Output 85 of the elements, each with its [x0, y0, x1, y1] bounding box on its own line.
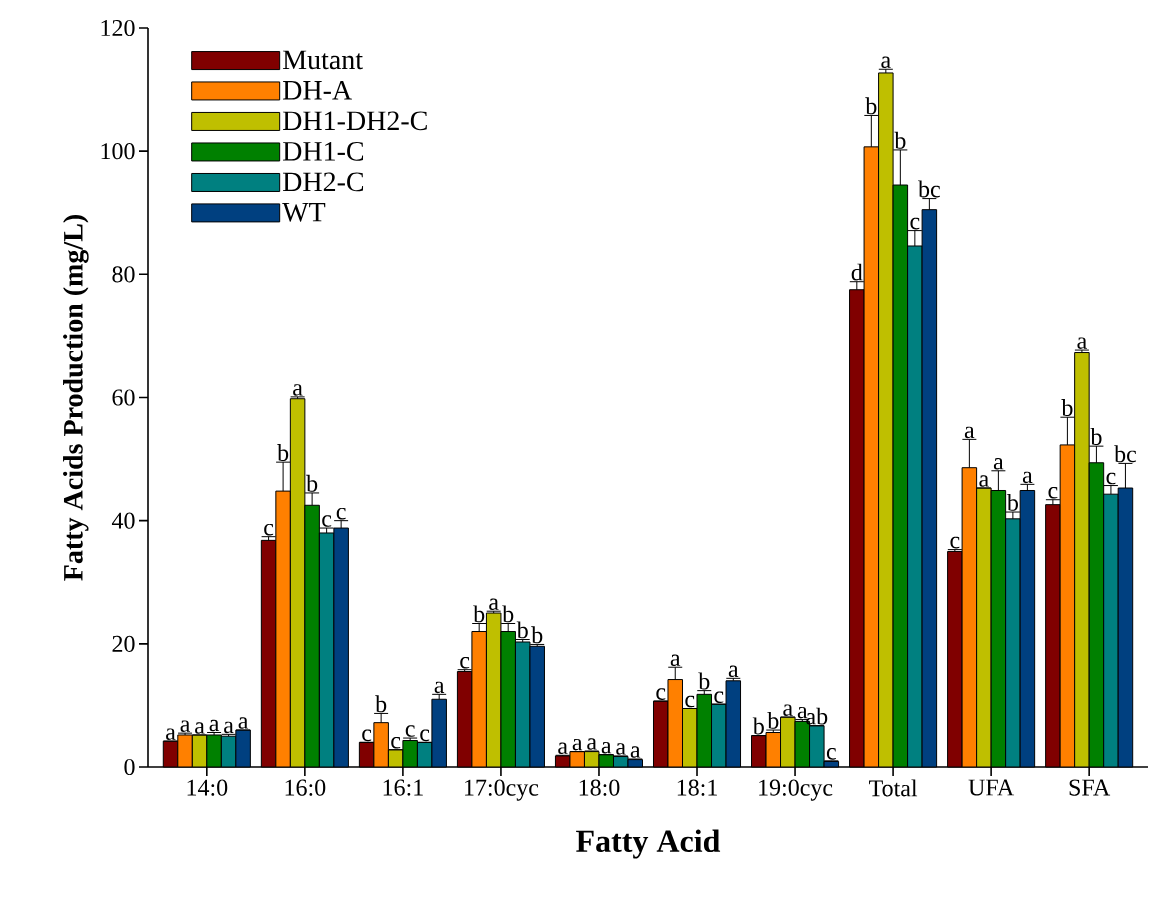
data-label: c: [950, 536, 960, 549]
x-tick-label: Total: [869, 779, 918, 797]
legend-label: WT: [282, 202, 326, 222]
data-label: b: [894, 131, 906, 149]
x-tick-label: 16:1: [383, 779, 423, 796]
data-label: a: [601, 741, 612, 754]
data-label: a: [195, 722, 205, 734]
data-label: a: [797, 706, 808, 719]
y-tick-label: 120: [101, 19, 135, 37]
x-tick-label: 18:0: [579, 779, 620, 796]
data-label: a: [166, 728, 176, 740]
data-label: a: [881, 56, 891, 69]
x-tick-label: 19:0cyc: [759, 779, 833, 801]
data-label: b: [306, 474, 318, 492]
data-label: c: [322, 515, 332, 527]
data-label: c: [391, 737, 401, 749]
y-tick-label: 20: [112, 635, 135, 652]
x-tick-label: 16:0: [285, 779, 326, 796]
legend-label: DH1-C: [282, 141, 364, 161]
data-label: a: [783, 704, 793, 716]
data-label: a: [630, 746, 641, 758]
data-label: c: [910, 217, 920, 230]
data-label: a: [587, 738, 597, 750]
data-label: a: [670, 654, 681, 667]
data-label: c: [656, 688, 666, 700]
data-label: a: [224, 721, 234, 734]
data-label: b: [767, 711, 779, 729]
data-label: b: [1061, 399, 1073, 416]
data-label: a: [558, 742, 568, 755]
x-tick-label: 18:1: [677, 779, 717, 796]
data-label: b: [502, 605, 514, 623]
legend-label: DH2-C: [282, 172, 364, 192]
y-tick-label: 40: [111, 512, 135, 529]
y-tick-label: 100: [101, 143, 135, 160]
data-label: b: [277, 444, 289, 461]
data-label: c: [362, 729, 372, 742]
data-label: a: [728, 665, 739, 678]
x-tick-label: SFA: [1069, 779, 1111, 796]
legend-label: Mutant: [282, 50, 363, 70]
data-label: c: [1048, 486, 1058, 499]
data-label: b: [375, 695, 387, 713]
x-tick-label: UFA: [968, 779, 1015, 796]
data-label: b: [473, 605, 485, 623]
data-label: a: [979, 475, 989, 487]
data-label: b: [1090, 428, 1102, 445]
legend-label: DH1-DH2-C: [282, 111, 427, 131]
x-axis-title: Fatty Acid: [576, 829, 721, 859]
data-label: c: [714, 691, 724, 703]
data-label: ab: [806, 707, 828, 725]
data-label: c: [460, 656, 470, 669]
data-label: bc: [1114, 445, 1137, 463]
data-label: d: [851, 263, 863, 281]
data-label: b: [516, 621, 528, 639]
data-label: a: [1077, 337, 1087, 349]
data-label: c: [685, 695, 695, 708]
data-label: b: [531, 626, 543, 644]
y-tick-label: 0: [124, 758, 135, 776]
data-label: bc: [918, 180, 940, 198]
y-tick-label: 60: [112, 389, 135, 406]
data-label: c: [336, 507, 346, 520]
data-label: c: [1106, 472, 1116, 485]
data-label: a: [434, 681, 445, 694]
x-tick-label: 14:0: [187, 779, 228, 796]
y-tick-label: 80: [112, 266, 135, 283]
data-label: c: [420, 729, 430, 742]
data-label: a: [238, 717, 249, 729]
data-label: b: [698, 672, 710, 690]
data-label: b: [1006, 493, 1018, 511]
data-label: a: [209, 719, 220, 732]
y-axis-title: Fatty Acids Production (mg/L): [63, 215, 89, 581]
x-tick-label: 17:0cyc: [465, 779, 539, 801]
data-label: c: [826, 748, 836, 760]
data-label: a: [180, 720, 191, 732]
data-label: a: [964, 426, 975, 439]
data-label: a: [489, 598, 499, 610]
data-label: c: [405, 725, 415, 737]
data-label: c: [264, 523, 274, 536]
data-label: b: [865, 97, 877, 115]
data-label: b: [752, 717, 764, 735]
data-label: a: [616, 743, 626, 755]
legend-label: DH-A: [282, 80, 352, 100]
data-label: a: [993, 458, 1004, 470]
data-label: a: [1022, 471, 1033, 484]
data-label: a: [293, 384, 303, 396]
data-label: a: [572, 738, 583, 751]
